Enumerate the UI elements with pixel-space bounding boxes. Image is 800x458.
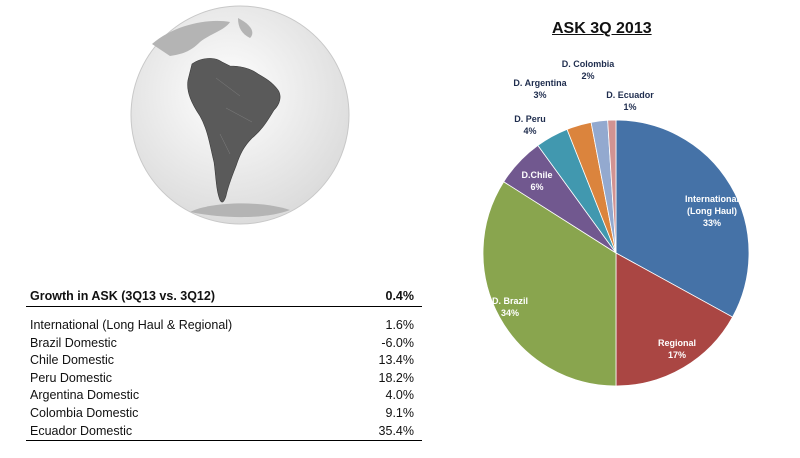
- table-row: International (Long Haul & Regional) 1.6…: [26, 317, 422, 335]
- row-value: 9.1%: [385, 405, 415, 420]
- table-row: Ecuador Domestic 35.4%: [26, 423, 422, 442]
- pie-label-d-colombia: D. Colombia 2%: [562, 60, 615, 81]
- table-row: Argentina Domestic 4.0%: [26, 387, 422, 405]
- row-value: 4.0%: [385, 388, 415, 403]
- growth-table-header: Growth in ASK (3Q13 vs. 3Q12) 0.4%: [26, 287, 422, 307]
- growth-table-header-value: 0.4%: [385, 289, 415, 303]
- pie-label-d-brazil: D. Brazil 34%: [492, 296, 528, 318]
- pie-label-d-peru: D. Peru 4%: [514, 114, 546, 136]
- table-row: Brazil Domestic -6.0%: [26, 335, 422, 353]
- pie-slice-regional: [615, 252, 734, 387]
- table-row: Chile Domestic 13.4%: [26, 352, 422, 370]
- pie-label-d-ecuador: D. Ecuador 1%: [606, 90, 654, 112]
- pie-slice-international-long-haul: [615, 119, 750, 318]
- south-america-globe-image: [130, 5, 350, 225]
- row-label: Ecuador Domestic: [30, 423, 133, 438]
- pie-slice-d-brazil: [482, 181, 617, 387]
- pie-label-regional: Regional 17%: [658, 338, 696, 360]
- row-label: Peru Domestic: [30, 370, 112, 385]
- row-label: International (Long Haul & Regional): [30, 318, 233, 332]
- growth-table: Growth in ASK (3Q13 vs. 3Q12) 0.4% Inter…: [26, 287, 422, 442]
- pie-label-d-chile: D.Chile 6%: [521, 170, 552, 192]
- table-row: Peru Domestic 18.2%: [26, 370, 422, 388]
- pie-chart-title: ASK 3Q 2013: [552, 20, 652, 37]
- row-label: Brazil Domestic: [30, 335, 117, 350]
- pie-label-d-argentina: D. Argentina 3%: [513, 78, 567, 100]
- growth-table-header-label: Growth in ASK (3Q13 vs. 3Q12): [30, 289, 216, 303]
- row-label: Argentina Domestic: [30, 388, 140, 403]
- row-value: -6.0%: [381, 335, 414, 350]
- row-label: Colombia Domestic: [30, 405, 139, 420]
- pie-label-international-long-haul: International (Long Haul) 33%: [685, 194, 739, 228]
- row-value: 18.2%: [378, 370, 414, 385]
- row-label: Chile Domestic: [30, 353, 115, 368]
- row-value: 13.4%: [378, 353, 414, 368]
- row-value: 1.6%: [385, 318, 415, 332]
- ask-pie-chart: International (Long Haul) 33% Regional 17% D.…: [482, 60, 750, 387]
- table-row: Colombia Domestic 9.1%: [26, 405, 422, 423]
- pie-slice-d-ecuador: [607, 119, 617, 254]
- row-value: 35.4%: [378, 423, 414, 438]
